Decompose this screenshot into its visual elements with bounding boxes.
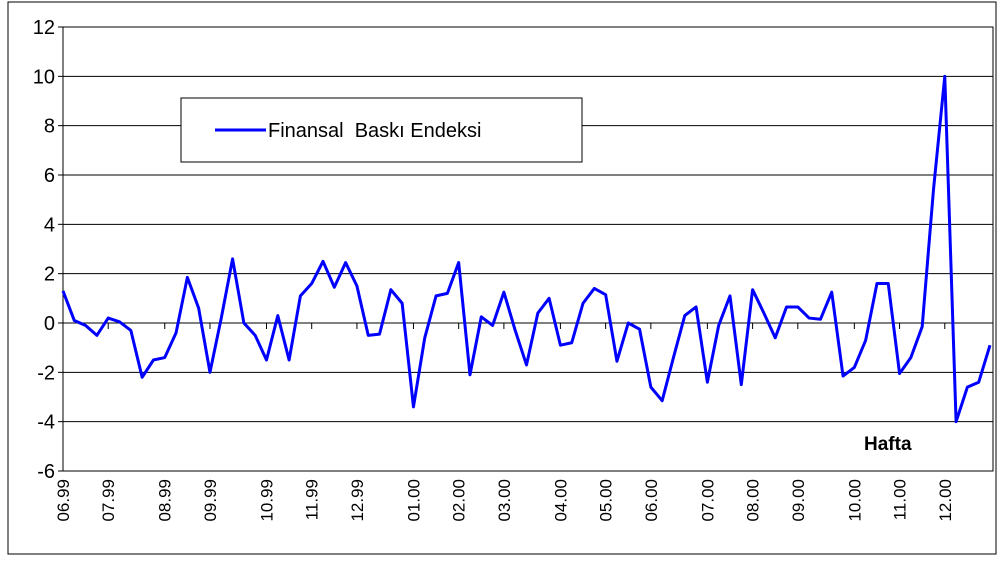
y-tick-label: 12 (33, 17, 55, 39)
y-tick-label: -6 (37, 461, 55, 483)
y-tick-label: 0 (44, 313, 55, 335)
x-tick-label: 08.99 (156, 479, 175, 522)
x-tick-label: 04.00 (551, 479, 570, 522)
x-tick-label: 09.99 (201, 479, 220, 522)
y-tick-label: 2 (44, 264, 55, 286)
y-tick-label: 6 (44, 165, 55, 187)
data-line (61, 74, 992, 424)
x-tick-label: 03.00 (495, 479, 514, 522)
x-tick-label: 06.99 (54, 479, 73, 522)
x-tick-label: 01.00 (404, 479, 423, 522)
x-tick-label: 07.00 (698, 479, 717, 522)
x-tick-label: 11.99 (303, 479, 322, 520)
legend-label: Finansal Baskı Endeksi (268, 120, 481, 142)
x-annotation: Hafta (864, 434, 912, 455)
x-tick-label: 09.00 (789, 479, 808, 522)
y-tick-label: 4 (44, 214, 55, 236)
y-tick-label: 8 (44, 116, 55, 138)
x-tick-label: 11.00 (891, 479, 910, 520)
x-tick-label: 06.00 (642, 479, 661, 522)
y-tick-label: -2 (37, 362, 55, 384)
x-tick-label: 10.99 (257, 479, 276, 522)
x-tick-label: 07.99 (99, 479, 118, 522)
x-tick-label: 08.00 (744, 479, 763, 522)
x-tick-label: 02.00 (450, 479, 469, 522)
y-tick-label: -4 (37, 412, 55, 434)
x-tick-label: 05.00 (597, 479, 616, 522)
x-tick-label: 10.00 (845, 479, 864, 522)
y-tick-label: 10 (33, 66, 55, 88)
x-tick-label: 12.00 (936, 479, 955, 522)
plot-area (62, 26, 994, 472)
x-tick-label: 12.99 (348, 479, 367, 522)
